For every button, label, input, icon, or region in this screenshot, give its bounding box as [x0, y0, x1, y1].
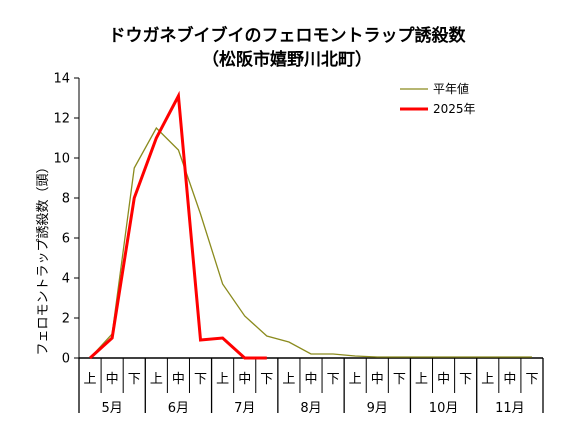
series-line-1 — [89, 90, 267, 360]
y-tick-label: 6 — [62, 232, 70, 247]
series-line-0 — [89, 126, 532, 359]
x-category-label: 下 — [525, 372, 538, 387]
month-label: 10月 — [429, 401, 459, 416]
x-category-label: 上 — [349, 372, 362, 387]
month-label: 6月 — [168, 401, 189, 416]
x-category-label: 下 — [260, 372, 273, 387]
x-category-label: 中 — [503, 372, 516, 387]
chart-subtitle: （松阪市嬉野川北町） — [202, 49, 372, 70]
x-category-label: 中 — [437, 372, 450, 387]
x-category-label: 上 — [150, 372, 163, 387]
x-category-label: 中 — [371, 372, 384, 387]
y-ticks: 0 2 4 6 8 10 12 14 — [53, 72, 79, 367]
x-category-label: 上 — [481, 372, 494, 387]
y-tick-label: 12 — [53, 112, 70, 127]
series-lines — [89, 90, 532, 360]
month-label: 9月 — [367, 401, 388, 416]
y-tick-label: 4 — [62, 272, 70, 287]
month-label: 5月 — [102, 401, 123, 416]
x-category-label: 上 — [216, 372, 229, 387]
x-categories: 上中下上中下上中下上中下上中下上中下上中下 — [78, 358, 544, 413]
x-category-label: 下 — [459, 372, 472, 387]
x-category-label: 下 — [128, 372, 141, 387]
y-tick-label: 0 — [62, 352, 70, 367]
x-category-label: 中 — [238, 372, 251, 387]
x-category-label: 下 — [327, 372, 340, 387]
chart-title: ドウガネブイブイのフェロモントラップ誘殺数 — [109, 25, 467, 46]
y-tick-label: 14 — [53, 72, 70, 87]
month-label: 8月 — [300, 401, 321, 416]
x-category-label: 中 — [106, 372, 119, 387]
x-category-label: 上 — [415, 372, 428, 387]
y-tick-label: 8 — [62, 192, 70, 207]
legend-label-2025: 2025年 — [433, 102, 476, 116]
axes — [78, 78, 543, 359]
y-tick-label: 2 — [62, 312, 70, 327]
legend: 平年値 2025年 — [400, 81, 476, 116]
x-category-label: 下 — [393, 372, 406, 387]
x-category-label: 下 — [194, 372, 207, 387]
y-tick-label: 10 — [53, 152, 70, 167]
month-label: 7月 — [234, 401, 255, 416]
x-category-label: 中 — [172, 372, 185, 387]
x-category-label: 上 — [84, 372, 97, 387]
legend-label-normal: 平年値 — [433, 81, 469, 96]
y-axis-label: フェロモントラップ誘殺数（頭） — [36, 160, 51, 355]
x-category-label: 中 — [304, 372, 317, 387]
month-labels: 5月 6月 7月 8月 9月 10月 11月 — [102, 401, 525, 416]
x-category-label: 上 — [282, 372, 295, 387]
month-label: 11月 — [495, 401, 525, 416]
